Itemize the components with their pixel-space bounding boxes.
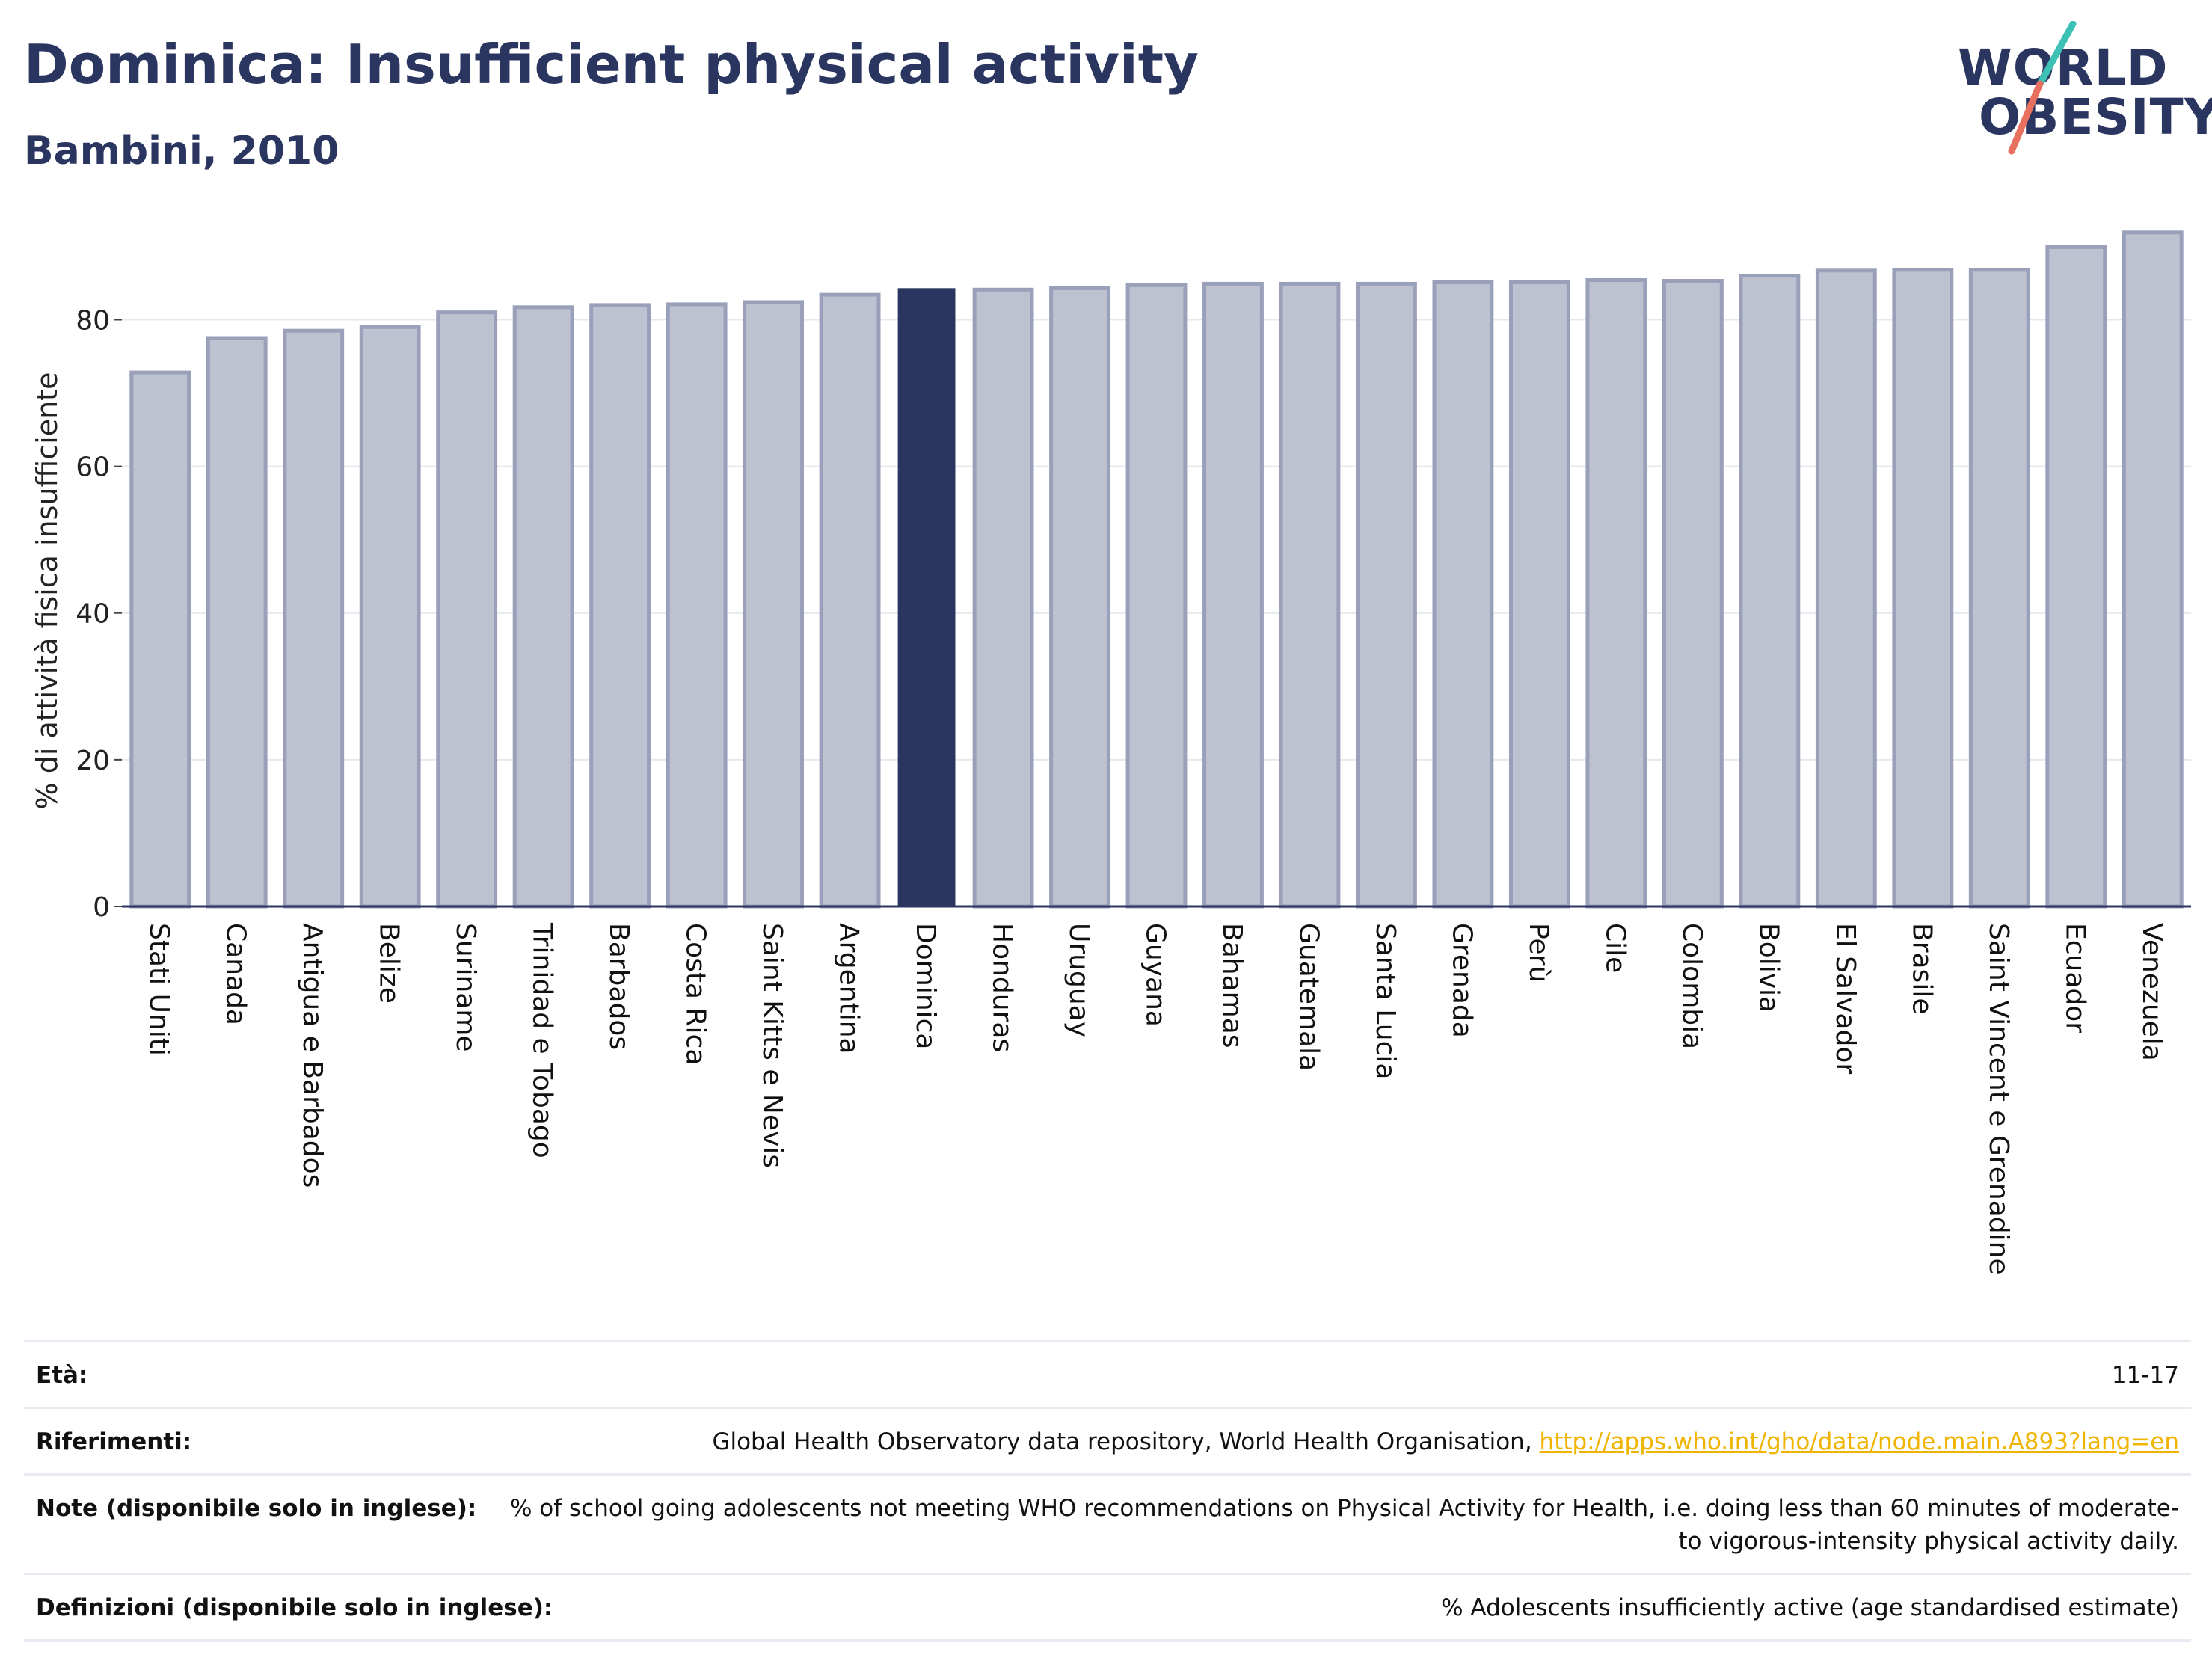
world-obesity-logo: WORLD OBESITY: [1952, 21, 2212, 156]
bar-argentina: [819, 292, 881, 909]
bar-per-: [1508, 280, 1570, 909]
y-tick-label: 40: [76, 599, 110, 630]
metadata-value: 11-17: [117, 1359, 2179, 1392]
metadata-row: Definizioni (disponibile solo in inglese…: [24, 1575, 2191, 1642]
bar-colombia: [1662, 279, 1724, 909]
logo-line-1: WORLD: [1958, 39, 2169, 96]
bar-antigua-e-barbados: [283, 328, 345, 909]
bar-cile: [1585, 278, 1647, 909]
bar-ecuador: [2045, 245, 2107, 909]
metadata-value: Global Health Observatory data repositor…: [221, 1425, 2179, 1458]
bar-dominica: [897, 288, 956, 906]
bar-stati-uniti: [129, 370, 191, 909]
x-tick-label: Costa Rica: [681, 923, 711, 1065]
metadata-label: Età:: [36, 1362, 88, 1389]
x-tick-label: Colombia: [1677, 923, 1707, 1049]
x-tick-label: Saint Vincent e Grenadine: [1983, 923, 2014, 1275]
bar-guatemala: [1279, 281, 1341, 909]
y-tick-label: 80: [76, 305, 110, 336]
x-tick-label: Ecuador: [2059, 923, 2090, 1033]
metadata-value-text: % Adolescents insufficiently active (age…: [1441, 1594, 2179, 1621]
axes: 0 20 40 60 80: [76, 305, 2191, 923]
page-title: Dominica: Insufficient physical activity: [24, 33, 1199, 96]
bar-suriname: [436, 310, 498, 909]
x-tick-label: Santa Lucia: [1370, 923, 1401, 1079]
x-tick-label: Antigua e Barbados: [297, 923, 328, 1188]
y-axis-label: % di attività fisica insufficiente: [31, 372, 64, 810]
metadata-value-text: 11-17: [2111, 1362, 2179, 1389]
x-tick-label: El Salvador: [1830, 923, 1861, 1074]
metadata-table: Età: 11-17 Riferimenti: Global Health Obser…: [24, 1340, 2191, 1642]
x-tick-label: Cile: [1600, 923, 1630, 973]
bar-trinidad-e-tobago: [512, 305, 574, 909]
category-labels: Stati Uniti Canada Antigua e Barbados Beliz…: [144, 922, 2167, 1275]
metadata-label: Riferimenti:: [36, 1428, 192, 1455]
bar-el-salvador: [1815, 268, 1877, 909]
x-tick-label: Guyana: [1140, 923, 1171, 1027]
metadata-row: Età: 11-17: [24, 1342, 2191, 1409]
bar-saint-kitts-e-nevis: [743, 300, 805, 909]
y-tick-label: 60: [76, 452, 110, 483]
x-tick-label: Grenada: [1446, 923, 1477, 1038]
bar-bahamas: [1202, 281, 1264, 909]
page-subtitle: Bambini, 2010: [24, 129, 340, 174]
bar-belize: [359, 325, 421, 909]
x-tick-label: Canada: [221, 923, 251, 1025]
metadata-value-text: Global Health Observatory data repositor…: [712, 1428, 1540, 1455]
x-tick-label: Dominica: [910, 923, 941, 1050]
x-tick-label: Honduras: [987, 923, 1018, 1052]
bars: [129, 230, 2184, 909]
bar-saint-vincent-e-grenadine: [1968, 268, 2030, 909]
x-tick-label: Belize: [374, 923, 405, 1004]
metadata-label: Definizioni (disponibile solo in inglese…: [36, 1594, 553, 1621]
metadata-value: % Adolescents insufficiently active (age…: [583, 1591, 2179, 1624]
x-tick-label: Suriname: [450, 923, 481, 1052]
bar-chart: 0 20 40 60 80 Stati Uniti Canada Antigua e Bar…: [31, 230, 2191, 1275]
bar-brasile: [1892, 268, 1954, 909]
x-tick-label: Guatemala: [1293, 923, 1324, 1071]
bar-guyana: [1125, 283, 1188, 909]
x-tick-label: Argentina: [834, 923, 864, 1054]
bar-venezuela: [2122, 230, 2184, 909]
metadata-row: Note (disponibile solo in inglese): % of …: [24, 1476, 2191, 1575]
x-tick-label: Uruguay: [1063, 923, 1094, 1037]
x-tick-label: Venezuela: [2136, 923, 2167, 1061]
bar-costa-rica: [666, 302, 728, 909]
y-tick-label: 20: [76, 746, 110, 776]
metadata-value: % of school going adolescents not meetin…: [506, 1492, 2179, 1558]
x-tick-label: Trinidad e Tobago: [527, 922, 558, 1158]
x-tick-label: Stati Uniti: [144, 923, 174, 1056]
x-tick-label: Saint Kitts e Nevis: [757, 923, 787, 1168]
bar-honduras: [972, 287, 1034, 909]
x-tick-label: Bahamas: [1217, 923, 1247, 1048]
reference-link[interactable]: http://apps.who.int/gho/data/node.main.A…: [1539, 1428, 2179, 1455]
logo-slash-icon: [2008, 21, 2077, 155]
bar-grenada: [1432, 280, 1494, 909]
x-tick-label: Bolivia: [1753, 923, 1784, 1013]
metadata-row: Riferimenti: Global Health Observatory da…: [24, 1409, 2191, 1476]
x-tick-label: Barbados: [603, 923, 634, 1050]
bar-canada: [206, 336, 268, 909]
y-tick-label: 0: [93, 892, 110, 923]
bar-uruguay: [1049, 286, 1110, 909]
x-tick-label: Perù: [1523, 923, 1554, 983]
metadata-label: Note (disponibile solo in inglese):: [36, 1495, 477, 1522]
metadata-value-text: % of school going adolescents not meetin…: [509, 1495, 2179, 1555]
x-tick-label: Brasile: [1906, 923, 1937, 1014]
bar-bolivia: [1739, 274, 1801, 909]
bar-barbados: [589, 303, 651, 909]
bar-santa-lucia: [1356, 281, 1417, 909]
